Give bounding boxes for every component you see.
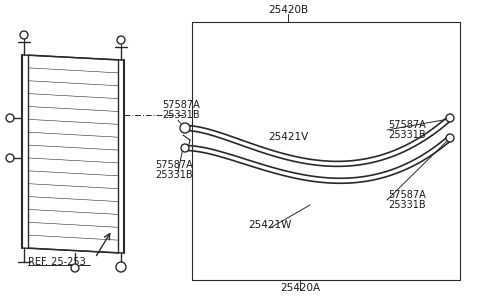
Circle shape xyxy=(20,31,28,39)
Text: 25421W: 25421W xyxy=(248,220,291,230)
Circle shape xyxy=(180,123,190,133)
Text: 25421V: 25421V xyxy=(268,132,308,142)
Text: 57587A: 57587A xyxy=(388,120,426,130)
Text: 25331B: 25331B xyxy=(155,170,192,180)
Text: REF. 25-253: REF. 25-253 xyxy=(28,257,86,267)
Text: 57587A: 57587A xyxy=(162,100,200,110)
Text: 57587A: 57587A xyxy=(155,160,193,170)
Circle shape xyxy=(446,134,454,142)
Circle shape xyxy=(6,154,14,162)
Text: 57587A: 57587A xyxy=(388,190,426,200)
Circle shape xyxy=(116,262,126,272)
Text: 25331B: 25331B xyxy=(388,200,426,210)
Circle shape xyxy=(446,114,454,122)
Text: 25331B: 25331B xyxy=(162,110,200,120)
Circle shape xyxy=(181,144,189,152)
Text: 25420A: 25420A xyxy=(280,283,320,293)
Circle shape xyxy=(6,114,14,122)
Text: 25331B: 25331B xyxy=(388,130,426,140)
Text: 25420B: 25420B xyxy=(268,5,308,15)
Circle shape xyxy=(71,264,79,272)
Circle shape xyxy=(117,36,125,44)
